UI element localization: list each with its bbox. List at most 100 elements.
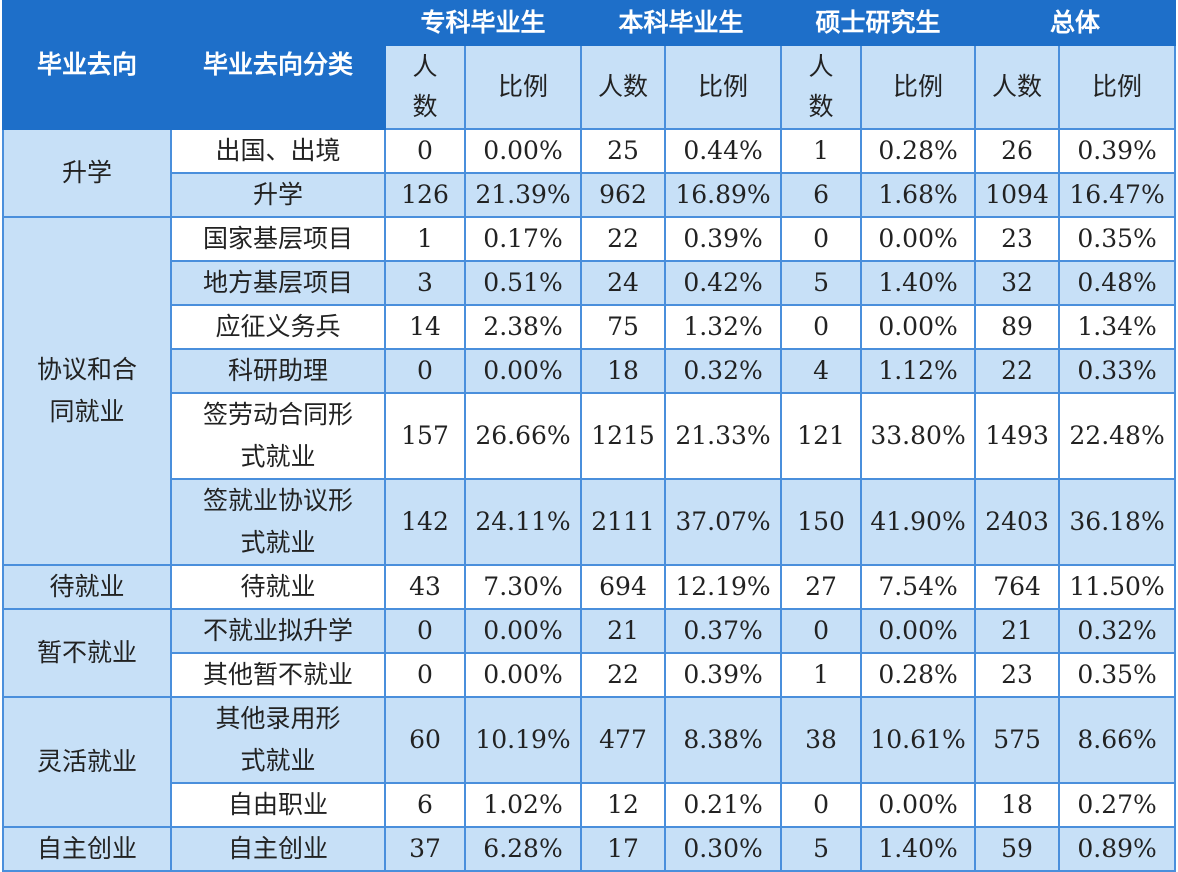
value-cell: 26.66% [463,392,583,480]
value-cell: 1.68% [860,172,977,218]
table-row: 自主创业 自主创业 37 6.28% 17 0.30% 5 1.40% 59 0… [2,826,1177,872]
item-cell: 应征义务兵 [170,304,386,350]
value-cell: 126 [384,172,466,218]
value-cell: 8.66% [1058,696,1177,784]
value-cell: 43 [384,564,466,610]
table-row: 协议和合同就业 国家基层项目 1 0.17% 22 0.39% 0 0.00% … [2,216,1177,566]
value-cell: 1215 [580,392,667,480]
value-cell: 1.12% [860,348,977,394]
value-cell: 2.38% [463,304,583,350]
table-row: 签就业协议形式就业 142 24.11% 2111 37.07% 150 41.… [3,478,1177,566]
group-cell: 待就业 [2,564,172,610]
item-cell: 待就业 [170,564,386,610]
value-cell: 0.51% [463,260,583,306]
value-cell: 0.32% [1058,608,1177,654]
value-cell: 1.40% [860,260,977,306]
table-row: 科研助理 0 0.00% 18 0.32% 4 1.12% 22 0.33% [3,348,1177,394]
value-cell: 14 [384,304,466,350]
value-cell: 12 [580,782,667,828]
group-cell: 协议和合同就业 [2,216,172,566]
value-cell: 21 [974,608,1061,654]
value-cell: 0 [384,128,466,174]
value-cell: 27 [780,564,863,610]
value-cell: 22.48% [1058,392,1177,480]
value-cell: 12.19% [664,564,783,610]
value-cell: 22 [580,216,667,262]
value-cell: 22 [974,348,1061,394]
header-count: 人数 [580,44,667,130]
value-cell: 37 [384,826,466,872]
header-count: 人数 [780,44,863,130]
value-cell: 24.11% [463,478,583,566]
value-cell: 764 [974,564,1061,610]
group-cell: 暂不就业 [2,608,172,698]
value-cell: 4 [780,348,863,394]
value-cell: 0 [780,608,863,654]
value-cell: 18 [580,348,667,394]
value-cell: 0.44% [664,128,783,174]
value-cell: 8.38% [664,696,783,784]
table-row: 升学 126 21.39% 962 16.89% 6 1.68% 1094 16… [3,172,1177,218]
item-cell: 升学 [170,172,386,218]
value-cell: 23 [974,216,1061,262]
value-cell: 0 [780,216,863,262]
value-cell: 25 [580,128,667,174]
value-cell: 59 [974,826,1061,872]
value-cell: 0 [780,304,863,350]
value-cell: 1 [780,128,863,174]
value-cell: 0.00% [860,216,977,262]
value-cell: 33.80% [860,392,977,480]
value-cell: 7.30% [463,564,583,610]
value-cell: 0.39% [664,216,783,262]
group-cell: 升学 [2,128,172,218]
value-cell: 0.21% [664,782,783,828]
value-cell: 26 [974,128,1061,174]
value-cell: 0 [384,348,466,394]
value-cell: 22 [580,652,667,698]
value-cell: 0.00% [860,782,977,828]
table-row: 应征义务兵 14 2.38% 75 1.32% 0 0.00% 89 1.34% [3,304,1177,350]
value-cell: 89 [974,304,1061,350]
value-cell: 1493 [974,392,1061,480]
value-cell: 21.39% [463,172,583,218]
header-count: 人数 [384,44,466,130]
table-row: 自由职业 6 1.02% 12 0.21% 0 0.00% 18 0.27% [3,782,1177,828]
item-cell: 其他录用形式就业 [170,696,386,784]
value-cell: 0.42% [664,260,783,306]
value-cell: 0.00% [463,652,583,698]
table-row: 升学 出国、出境 0 0.00% 25 0.44% 1 0.28% 26 0.3… [2,128,1177,218]
value-cell: 0.32% [664,348,783,394]
value-cell: 41.90% [860,478,977,566]
group-cell: 自主创业 [2,826,172,872]
value-cell: 32 [974,260,1061,306]
value-cell: 1.02% [463,782,583,828]
header-ratio: 比例 [860,44,977,130]
table-row: 地方基层项目 3 0.51% 24 0.42% 5 1.40% 32 0.48% [3,260,1177,306]
group-cell: 灵活就业 [2,696,172,828]
header-group-junior-college: 专科毕业生 [383,0,583,46]
value-cell: 16.47% [1058,172,1177,218]
value-cell: 24 [580,260,667,306]
value-cell: 21 [580,608,667,654]
value-cell: 0.17% [463,216,583,262]
value-cell: 75 [580,304,667,350]
value-cell: 6 [384,782,466,828]
value-cell: 142 [384,478,466,566]
value-cell: 121 [780,392,863,480]
table-row: 灵活就业 其他录用形式就业 60 10.19% 477 8.38% 38 10.… [2,696,1177,828]
table-row: 待就业 待就业 43 7.30% 694 12.19% 27 7.54% 764… [2,564,1177,610]
value-cell: 23 [974,652,1061,698]
value-cell: 6.28% [463,826,583,872]
value-cell: 2111 [580,478,667,566]
value-cell: 2403 [974,478,1061,566]
header-category: 毕业去向分类 [170,0,386,130]
value-cell: 157 [384,392,466,480]
header-ratio: 比例 [664,44,783,130]
value-cell: 17 [580,826,667,872]
value-cell: 1.32% [664,304,783,350]
item-cell: 自主创业 [170,826,386,872]
value-cell: 0.39% [664,652,783,698]
value-cell: 0.28% [860,652,977,698]
header-group-master: 硕士研究生 [780,0,977,46]
value-cell: 11.50% [1058,564,1177,610]
